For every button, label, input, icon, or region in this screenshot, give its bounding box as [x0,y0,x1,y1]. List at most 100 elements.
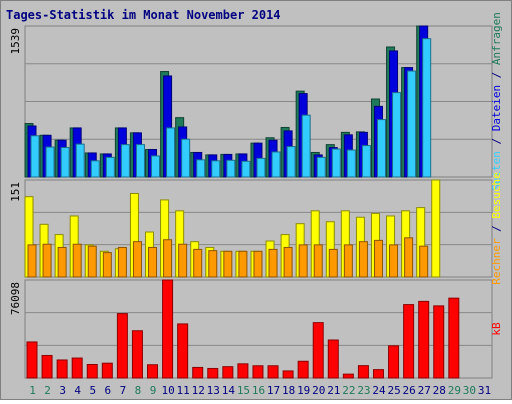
bar-seiten-day-17 [271,151,281,178]
bar-seiten-day-11 [181,138,191,178]
bar-rechner-day-17 [268,248,278,278]
bar-rechner-day-27 [419,245,429,278]
bar-rechner-day-16 [253,250,263,278]
chart-title: Tages-Statistik im Monat November 2014 [6,8,281,22]
bar-rechner-day-3 [57,246,67,278]
x-tick-label-day-20: 20 [312,384,325,397]
panel-3-ymax-label: 76098 [9,282,22,315]
x-tick-label-day-12: 12 [192,384,205,397]
bar-rechner-day-24 [373,239,383,278]
x-tick-label-day-3: 3 [59,384,66,397]
bar-layer [24,25,460,379]
bar-kb-day-21 [327,339,339,379]
bar-kb-day-5 [86,363,98,379]
bar-seiten-day-16 [256,157,266,178]
bar-rechner-day-18 [283,246,293,278]
x-tick-label-day-11: 11 [177,384,190,397]
x-tick-label-day-29: 29 [448,384,461,397]
bar-kb-day-15 [237,363,249,379]
bar-rechner-day-21 [328,248,338,278]
bar-kb-day-17 [267,365,279,379]
x-tick-label-day-1: 1 [29,384,36,397]
bar-seiten-day-18 [286,146,296,178]
bar-kb-day-1 [26,341,38,379]
bar-kb-day-27 [418,300,430,379]
x-tick-label-day-27: 27 [418,384,431,397]
bar-seiten-day-19 [301,114,311,178]
bar-rechner-day-7 [117,246,127,278]
bar-seiten-day-6 [105,156,115,178]
x-tick-label-day-23: 23 [357,384,370,397]
bar-rechner-day-4 [72,243,82,278]
bar-kb-day-26 [403,304,415,379]
bar-seiten-day-3 [60,147,70,178]
bar-seiten-day-25 [392,92,402,178]
bar-rechner-day-9 [148,246,158,278]
x-tick-label-day-8: 8 [135,384,142,397]
bar-seiten-day-13 [211,160,221,178]
x-tick-label-day-31: 31 [478,384,491,397]
bar-rechner-day-25 [389,244,399,278]
bar-rechner-day-1 [27,244,37,278]
bar-seiten-day-2 [45,146,55,178]
x-tick-label-day-21: 21 [327,384,340,397]
bar-seiten-day-15 [241,160,251,178]
bar-rechner-day-23 [358,241,368,278]
bar-seiten-day-20 [316,156,326,178]
bar-kb-day-18 [282,370,294,379]
bar-seiten-day-1 [30,135,40,178]
bar-kb-day-9 [147,364,159,379]
bar-besuche-day-28 [431,179,441,278]
bar-kb-day-16 [252,365,264,379]
x-tick-label-day-9: 9 [150,384,157,397]
panel-1-legend: Seiten / Dateien / Anfragen [490,12,503,191]
bar-rechner-day-11 [178,243,188,278]
bar-rechner-day-2 [42,243,52,278]
bar-seiten-day-4 [75,143,85,178]
x-tick-label-day-24: 24 [372,384,386,397]
bar-seiten-day-24 [376,119,386,178]
bar-kb-day-10 [162,279,174,379]
bar-kb-day-7 [116,313,128,379]
x-tick-label-day-26: 26 [403,384,416,397]
bar-kb-day-12 [192,366,204,379]
x-tick-label-day-18: 18 [282,384,295,397]
bar-kb-day-14 [222,366,234,379]
x-tick-label-day-10: 10 [161,384,174,397]
bar-kb-day-25 [388,345,400,379]
bar-kb-day-22 [342,373,354,379]
bar-kb-day-6 [101,362,113,379]
bar-seiten-day-22 [346,149,356,178]
x-tick-label-day-15: 15 [237,384,250,397]
bar-rechner-day-14 [223,250,233,278]
bar-seiten-day-21 [331,148,341,178]
bar-rechner-day-12 [193,248,203,278]
bar-kb-day-29 [448,297,460,379]
bar-seiten-day-27 [422,38,432,178]
bar-seiten-day-26 [407,70,417,178]
x-tick-label-day-7: 7 [120,384,127,397]
bar-seiten-day-14 [226,159,236,178]
bar-rechner-day-13 [208,250,218,278]
bar-rechner-day-19 [298,244,308,278]
x-tick-label-day-6: 6 [105,384,112,397]
x-tick-label-day-5: 5 [89,384,96,397]
x-tick-label-day-25: 25 [387,384,400,397]
bar-seiten-day-5 [90,160,100,178]
bar-kb-day-28 [433,305,445,379]
bar-kb-day-11 [177,323,189,379]
panel-2-ymax-label: 151 [9,182,22,202]
x-tick-label-day-17: 17 [267,384,280,397]
x-tick-label-day-28: 28 [433,384,446,397]
bar-kb-day-20 [312,322,324,379]
bar-kb-day-2 [41,354,53,379]
x-tick-label-day-2: 2 [44,384,51,397]
x-tick-label-day-30: 30 [463,384,476,397]
bar-kb-day-24 [372,369,384,379]
bar-rechner-day-6 [102,252,112,278]
bar-rechner-day-26 [404,237,414,278]
bar-rechner-day-8 [132,241,142,278]
x-tick-label-day-19: 19 [297,384,310,397]
